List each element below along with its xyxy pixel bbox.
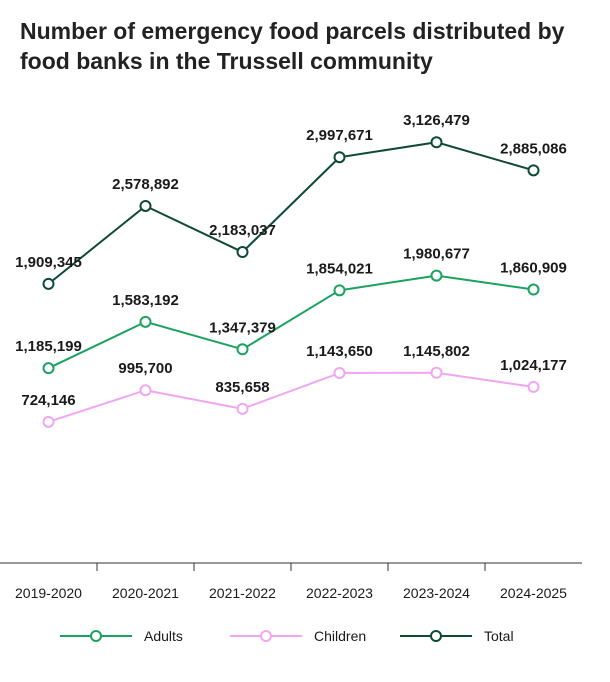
- legend-item-adults: Adults: [60, 628, 183, 644]
- legend: Adults Children Total: [60, 628, 514, 644]
- legend-label: Children: [314, 628, 366, 644]
- x-tick-label-2021-2022: 2021-2022: [209, 585, 276, 601]
- data-label-adults: 1,185,199: [15, 338, 82, 355]
- x-tick-label-2022-2023: 2022-2023: [306, 585, 373, 601]
- data-label-total: 1,909,345: [15, 254, 82, 271]
- data-point-adults: [430, 269, 443, 282]
- data-point-children: [333, 367, 346, 380]
- x-tick-label-2019-2020: 2019-2020: [15, 585, 82, 601]
- data-label-total: 2,997,671: [306, 127, 373, 144]
- data-label-children: 1,143,650: [306, 343, 373, 360]
- legend-item-total: Total: [400, 628, 514, 644]
- data-label-children: 995,700: [118, 360, 172, 377]
- data-point-children: [236, 402, 249, 415]
- data-label-children: 835,658: [215, 379, 269, 396]
- data-point-adults: [527, 283, 540, 296]
- data-label-adults: 1,347,379: [209, 319, 276, 336]
- data-point-children: [42, 415, 55, 428]
- data-point-total: [527, 164, 540, 177]
- series-line-children: [48, 371, 534, 423]
- series-adults: [42, 269, 540, 375]
- series-layer: [42, 136, 540, 428]
- chart-title: Number of emergency food parcels distrib…: [20, 18, 565, 74]
- data-point-total: [333, 151, 346, 164]
- data-point-children: [430, 366, 443, 379]
- data-label-children: 1,024,177: [500, 357, 567, 374]
- data-point-total: [430, 136, 443, 149]
- data-point-adults: [333, 284, 346, 297]
- series-line-total: [47, 141, 534, 285]
- data-label-adults: 1,860,909: [500, 260, 567, 277]
- data-label-adults: 1,854,021: [306, 260, 373, 277]
- data-point-adults: [42, 362, 55, 375]
- legend-label: Total: [484, 628, 514, 644]
- data-label-children: 724,146: [21, 392, 75, 409]
- data-point-adults: [139, 315, 152, 328]
- x-tick-label-2024-2025: 2024-2025: [500, 585, 567, 601]
- x-tick-label-2023-2024: 2023-2024: [403, 585, 470, 601]
- data-label-total: 3,126,479: [403, 112, 470, 129]
- data-label-total: 2,183,037: [209, 222, 276, 239]
- legend-item-children: Children: [230, 628, 366, 644]
- series-children: [42, 366, 540, 428]
- data-label-adults: 1,583,192: [112, 292, 179, 309]
- x-axis: 2019-2020 2020-2021 2021-2022 2022-2023 2023…: [0, 562, 582, 601]
- legend-swatch-marker: [430, 630, 442, 642]
- data-point-adults: [236, 343, 249, 356]
- data-label-children: 1,145,802: [403, 343, 470, 360]
- series-line-adults: [48, 274, 534, 370]
- data-labels: 1,909,345 2,578,892 2,183,037 2,997,671 3,12…: [15, 112, 567, 409]
- data-label-total: 2,885,086: [500, 140, 567, 157]
- data-point-children: [527, 380, 540, 393]
- legend-swatch-marker: [260, 630, 272, 642]
- data-point-total: [236, 246, 249, 259]
- data-point-children: [139, 384, 152, 397]
- data-point-total: [42, 277, 55, 290]
- legend-label: Adults: [144, 628, 183, 644]
- x-tick-label-2020-2021: 2020-2021: [112, 585, 179, 601]
- data-label-total: 2,578,892: [112, 176, 179, 193]
- series-total: [42, 136, 540, 290]
- legend-swatch-marker: [90, 630, 102, 642]
- data-point-total: [139, 199, 152, 212]
- data-label-adults: 1,980,677: [403, 246, 470, 263]
